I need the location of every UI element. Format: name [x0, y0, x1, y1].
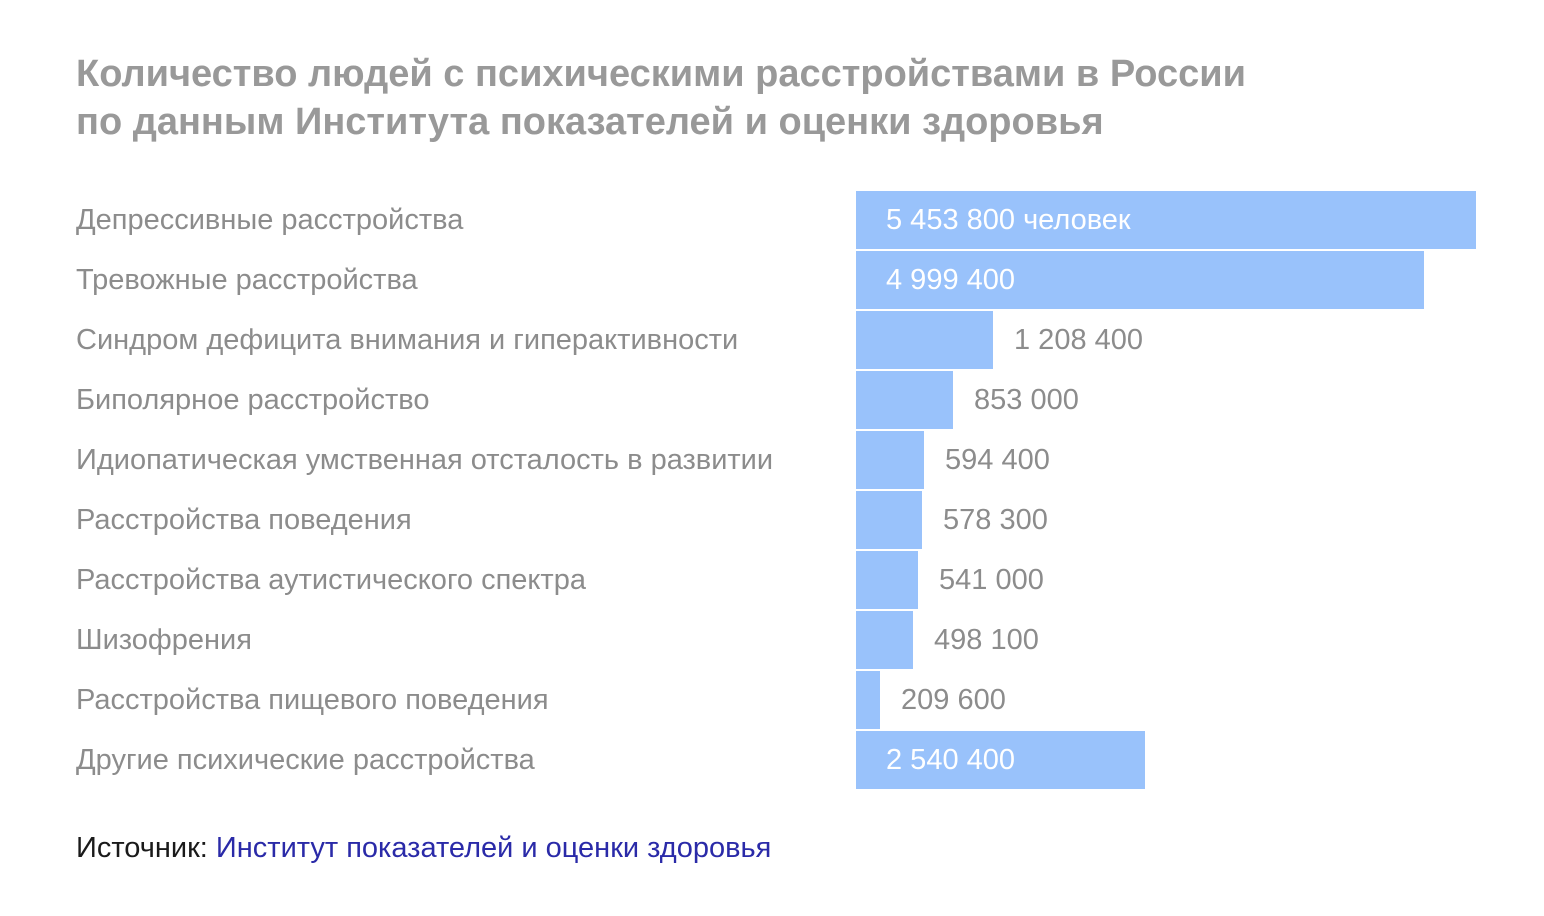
- bar-value-label: 209 600: [901, 684, 1006, 716]
- category-label: Депрессивные расстройства: [76, 204, 464, 236]
- source-note: Источник: Институт показателей и оценки …: [76, 826, 771, 870]
- category-label: Синдром дефицита внимания и гиперактивно…: [76, 324, 739, 356]
- bar: [856, 731, 1145, 789]
- bar-value-label: 5 453 800 человек: [886, 204, 1131, 236]
- bar-value-label: 1 208 400: [1014, 324, 1144, 356]
- category-label: Биполярное расстройство: [76, 384, 430, 416]
- chart-title: Количество людей с психическими расстрой…: [76, 50, 1476, 146]
- bar-value-label: 498 100: [934, 624, 1039, 656]
- source-link[interactable]: Институт показателей и оценки здоровья: [215, 832, 772, 864]
- bar: [856, 611, 913, 669]
- bar: [856, 251, 1424, 309]
- source-prefix: Источник:: [76, 832, 216, 864]
- category-label: Тревожные расстройства: [76, 264, 418, 296]
- category-label: Расстройства поведения: [76, 504, 412, 536]
- bar-value-label: 578 300: [943, 504, 1048, 536]
- bar-value-label: 2 540 400: [886, 744, 1016, 776]
- chart-title-line-1: Количество людей с психическими расстрой…: [76, 53, 1246, 95]
- bar: [856, 671, 880, 729]
- bar-value-label: 4 999 400: [886, 264, 1016, 296]
- category-label: Другие психические расстройства: [76, 744, 535, 776]
- bar: [856, 191, 1476, 249]
- category-label: Расстройства аутистического спектра: [76, 564, 586, 596]
- bar: [856, 431, 924, 489]
- category-label: Идиопатическая умственная отсталость в р…: [76, 444, 774, 476]
- bar: [856, 551, 918, 609]
- bar: [856, 311, 993, 369]
- bar: [856, 371, 953, 429]
- category-label: Расстройства пищевого поведения: [76, 684, 549, 716]
- category-label: Шизофрения: [76, 624, 252, 656]
- bar-value-label: 541 000: [939, 564, 1044, 596]
- chart-title-line-2: по данным Института показателей и оценки…: [76, 101, 1104, 143]
- bar-value-label: 594 400: [945, 444, 1050, 476]
- bar-value-label: 853 000: [974, 384, 1079, 416]
- bar: [856, 491, 922, 549]
